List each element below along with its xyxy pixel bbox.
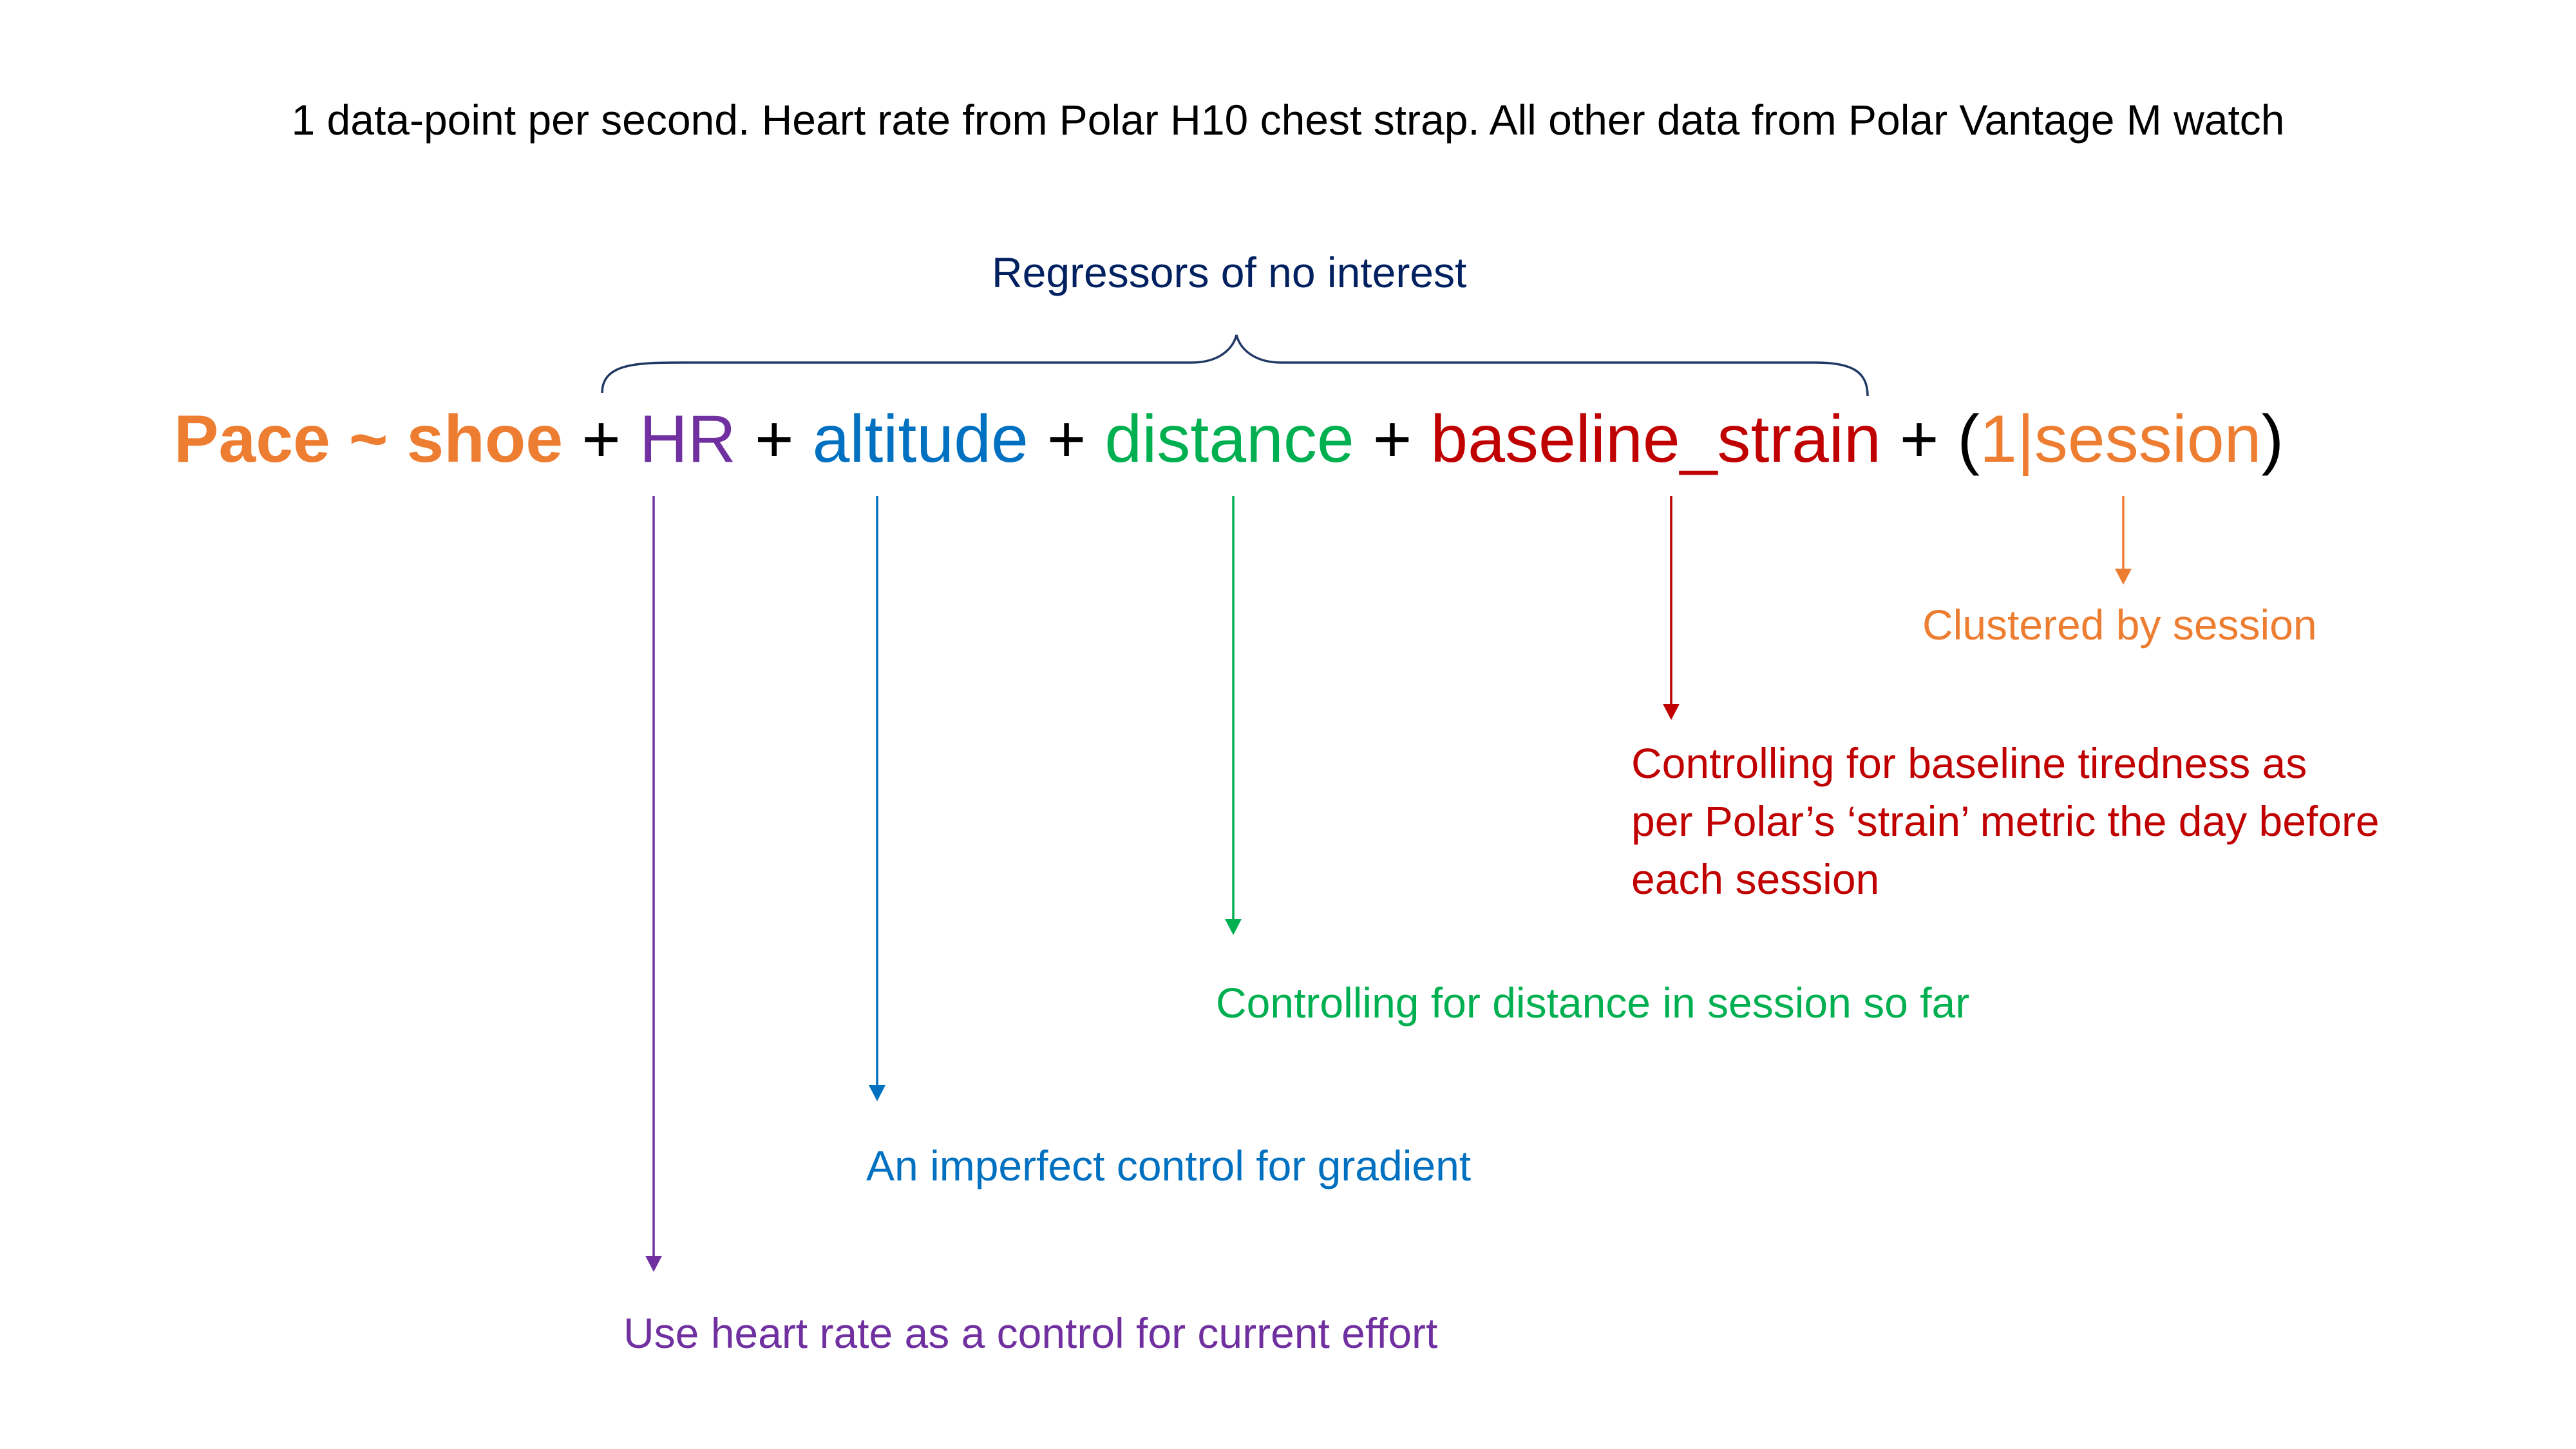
brace-label: Regressors of no interest: [992, 249, 1467, 296]
distance-annotation: Controlling for distance in session so f…: [1216, 979, 1970, 1027]
formula-bar: |: [2016, 402, 2034, 477]
formula-altitude: altitude: [812, 402, 1028, 477]
altitude-annotation: An imperfect control for gradient: [866, 1142, 1472, 1189]
formula-plus: +: [754, 402, 794, 477]
formula-random-effect: (1|session): [1957, 402, 2284, 477]
regressors-brace: [601, 334, 1869, 397]
baseline-strain-arrowhead: [1663, 704, 1680, 720]
formula-baseline-strain: baseline_strain: [1430, 402, 1881, 477]
altitude-arrowhead: [869, 1085, 886, 1101]
baseline-strain-annotation-line: Controlling for baseline tiredness as: [1631, 739, 2307, 787]
formula-plus: +: [1372, 402, 1412, 477]
session-arrowhead: [2115, 569, 2132, 585]
baseline-strain-annotation-line: each session: [1631, 855, 1880, 903]
session-annotation: Clustered by session: [1922, 601, 2317, 649]
model-formula: Pace ~ shoe + HR + altitude + distance +…: [174, 394, 2284, 484]
formula-plus: +: [1046, 402, 1086, 477]
formula-response: Pace ~ shoe: [174, 402, 564, 477]
formula-close-paren: ): [2261, 402, 2284, 477]
top-note: 1 data-point per second. Heart rate from…: [291, 96, 2285, 144]
formula-plus: +: [582, 402, 621, 477]
formula-open-paren: (: [1957, 402, 1980, 477]
baseline-strain-annotation-line: per Polar’s ‘strain’ metric the day befo…: [1631, 797, 2380, 845]
hr-annotation: Use heart rate as a control for current …: [623, 1309, 1438, 1357]
hr-arrowhead: [645, 1256, 662, 1272]
formula-session: session: [2034, 402, 2262, 477]
distance-arrowhead: [1225, 919, 1242, 935]
formula-plus: +: [1899, 402, 1939, 477]
formula-one: 1: [1980, 402, 2017, 477]
baseline-strain-annotation: Controlling for baseline tiredness as pe…: [1631, 734, 2380, 908]
formula-distance: distance: [1104, 402, 1354, 477]
formula-hr: HR: [639, 402, 736, 477]
